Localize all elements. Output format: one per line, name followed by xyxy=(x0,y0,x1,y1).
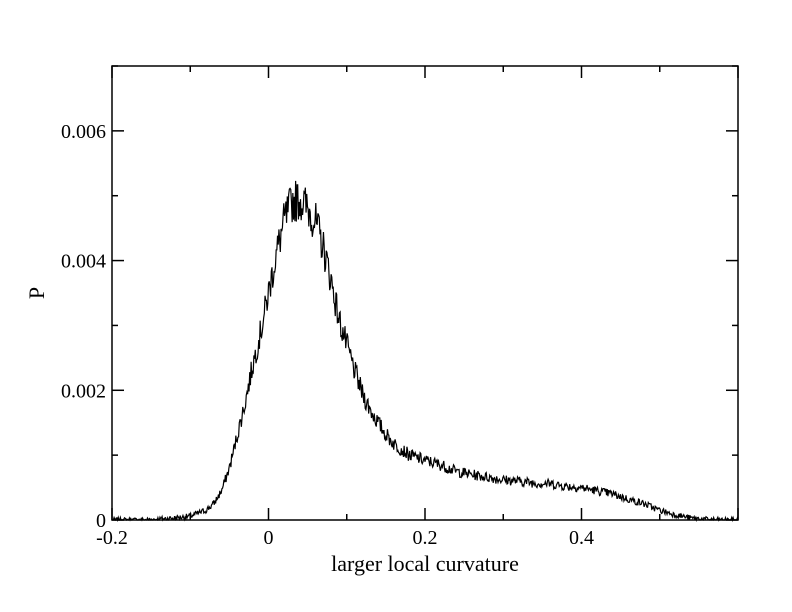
y-tick-label: 0 xyxy=(96,510,106,532)
distribution-curve xyxy=(111,180,739,523)
y-tick-label: 0.006 xyxy=(61,121,106,143)
x-axis-label: larger local curvature xyxy=(331,551,519,576)
tick-marks xyxy=(111,65,739,521)
x-tick-label: 0.2 xyxy=(413,527,438,549)
x-tick-label: 0 xyxy=(264,527,274,549)
y-tick-label: 0.004 xyxy=(61,251,106,273)
y-tick-label: 0.002 xyxy=(61,380,106,402)
y-axis-label: P xyxy=(24,287,49,299)
x-tick-label: -0.2 xyxy=(96,527,128,549)
plot-frame xyxy=(111,65,739,521)
x-tick-label: 0.4 xyxy=(569,527,594,549)
